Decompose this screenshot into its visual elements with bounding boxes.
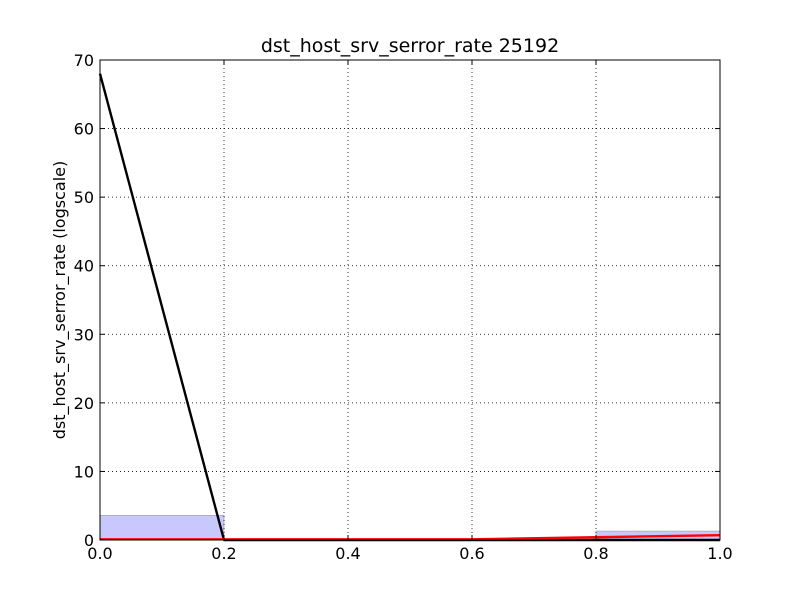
plot-frame	[99, 59, 721, 541]
y-tick-label-1: 10	[74, 462, 94, 481]
x-tick-label-2: 0.4	[335, 544, 360, 563]
y-tick-label-4: 40	[74, 257, 94, 276]
x-tick-label-4: 0.8	[583, 544, 608, 563]
x-tick-label-5: 1.0	[707, 544, 732, 563]
axis-ticks: 0.0 0.2 0.4 0.6 0.8 1.0 0 10 20 30 40 50 60 70	[74, 51, 733, 563]
y-tick-label-3: 30	[74, 325, 94, 344]
chart-title: dst_host_srv_serror_rate 25192	[261, 35, 559, 57]
y-tick-label-2: 20	[74, 394, 94, 413]
y-tick-label-0: 0	[84, 531, 94, 550]
y-tick-label-5: 50	[74, 188, 94, 207]
histogram-bar-0	[99, 515, 225, 541]
x-tick-label-3: 0.6	[459, 544, 484, 563]
y-axis-label: dst_host_srv_serror_rate (logscale)	[50, 161, 70, 439]
grid-lines	[100, 60, 720, 540]
y-tick-label-6: 60	[74, 120, 94, 139]
x-tick-label-0: 0.0	[87, 544, 112, 563]
y-tick-label-7: 70	[74, 51, 94, 70]
x-tick-label-1: 0.2	[211, 544, 236, 563]
series-line-1	[100, 534, 721, 541]
